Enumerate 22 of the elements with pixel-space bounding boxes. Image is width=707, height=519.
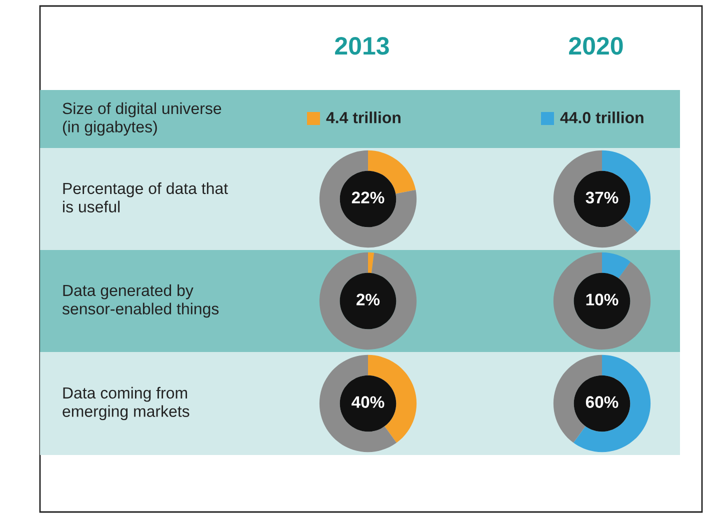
data-label: 2% [356, 294, 380, 306]
donut-slice [602, 252, 631, 278]
data-label: 40% [352, 396, 384, 408]
category-label: 2013 [335, 37, 389, 55]
donut-slice [573, 354, 651, 452]
data-label: 60% [586, 396, 618, 408]
text: Percentage of data that is useful [63, 182, 228, 212]
data-label: 37% [586, 192, 618, 204]
donut-slice [319, 354, 397, 452]
donut-slice [553, 252, 651, 350]
text: 4.4 trillion [326, 112, 400, 124]
category-label: 2020 [569, 37, 623, 55]
data-label: 10% [586, 294, 618, 306]
donut-slice [319, 150, 417, 248]
text: 44.0 trillion [560, 112, 644, 124]
donut-slice [319, 252, 417, 350]
text: Data coming from emerging markets [62, 386, 190, 420]
donut-slice [553, 150, 638, 248]
text: Size of digital universe (in gigabytes) [62, 102, 222, 136]
donut-slice [368, 252, 374, 274]
text: Data generated by sensor-enabled things [62, 284, 219, 318]
data-label: 22% [352, 192, 384, 204]
